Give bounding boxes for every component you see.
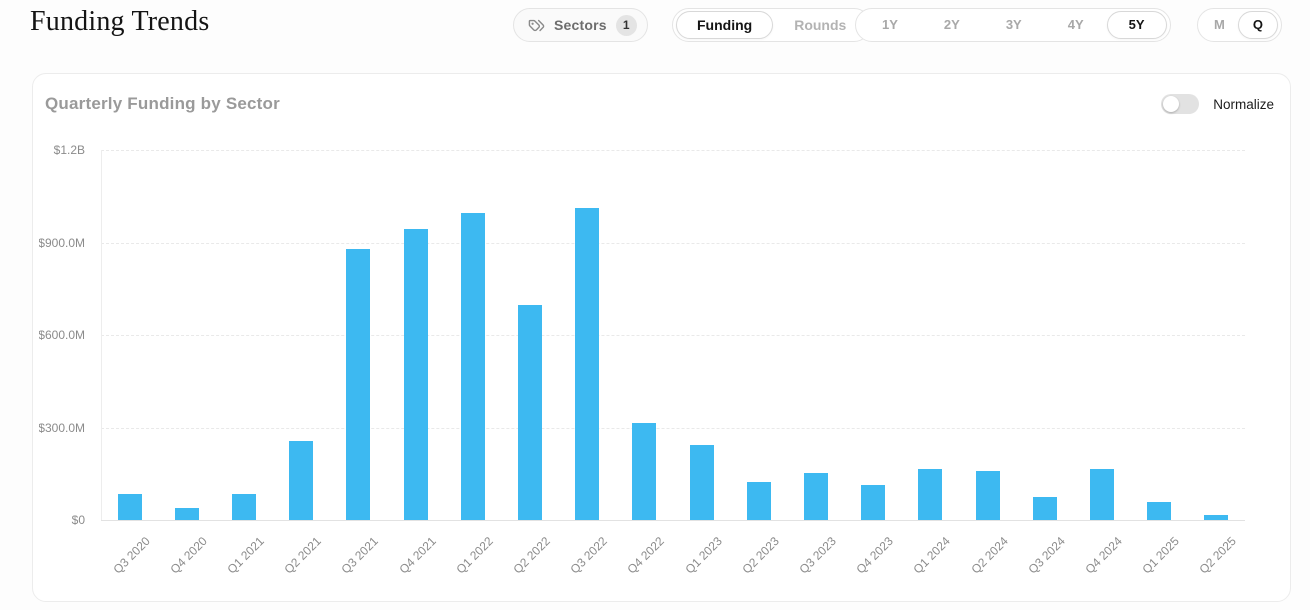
x-tick-label: Q1 2022 [453,534,496,577]
x-tick-label: Q1 2021 [224,534,267,577]
bar-q3-2022 [575,207,600,520]
gridline [101,335,1245,336]
chart-title: Quarterly Funding by Sector [45,94,280,113]
y-tick-label: $900.0M [39,235,85,250]
x-tick-label: Q1 2023 [682,534,725,577]
x-tick-label: Q1 2025 [1139,534,1183,577]
bar-q2-2024 [975,470,1000,520]
bar-q4-2020 [174,508,199,520]
normalize-toggle[interactable] [1161,94,1200,114]
y-tick-label: $0 [71,513,85,527]
range-option-1y[interactable]: 1Y [882,17,898,32]
bar-q3-2020 [117,494,142,520]
x-tick-label: Q4 2021 [396,534,439,577]
x-tick-label: Q2 2021 [281,534,325,577]
x-tick-label: Q3 2022 [567,534,611,577]
y-tick-label: $300.0M [39,420,85,435]
bar-q3-2021 [346,248,371,520]
bar-q2-2025 [1204,515,1229,520]
bar-q3-2023 [804,473,828,520]
range-option-3y[interactable]: 3Y [1005,17,1022,32]
y-axis-line [101,150,102,520]
view-toggle-group: Funding Rounds [672,8,872,42]
gridline [101,427,1245,429]
sectors-button-label: Sectors [554,17,607,33]
bar-q1-2022 [460,213,485,520]
x-tick-label: Q1 2024 [910,534,954,577]
x-tick-label: Q2 2025 [1196,534,1240,577]
bar-q2-2022 [518,305,542,520]
gridline [101,150,1245,151]
x-tick-label: Q4 2020 [167,534,210,577]
bar-q1-2024 [918,469,943,520]
bar-q2-2023 [746,482,771,520]
range-option-5y[interactable]: 5Y [1106,11,1167,39]
bar-q1-2025 [1147,501,1172,520]
bar-q4-2021 [403,228,428,520]
quarterly-funding-card: Quarterly Funding by Sector Normalize $0… [32,73,1291,602]
normalize-control: Normalize [1161,94,1274,114]
y-tick-label: $1.2B [53,143,85,157]
quarterly-funding-chart: $0 $300.0M $600.0M $900.0M $1.2B Q3 2020 Q4 20… [33,74,1290,601]
x-tick-label: Q4 2024 [1082,534,1125,577]
gridline [101,242,1245,244]
bar-q4-2024 [1090,469,1114,520]
granularity-option-m[interactable]: M [1214,17,1225,32]
granularity-option-q[interactable]: Q [1237,11,1278,39]
x-tick-label: Q3 2020 [110,534,153,577]
sectors-count-badge: 1 [615,14,637,36]
view-option-funding[interactable]: Funding [676,11,774,39]
bar-q1-2023 [689,445,714,520]
range-option-2y[interactable]: 2Y [943,17,960,32]
x-tick-label: Q2 2023 [739,534,782,577]
range-option-4y[interactable]: 4Y [1067,17,1084,32]
view-option-rounds[interactable]: Rounds [794,17,847,33]
time-range-selector: 1Y 2Y 3Y 4Y 5Y [855,8,1171,42]
x-tick-label: Q4 2023 [853,534,897,577]
bar-q1-2021 [232,493,256,520]
x-tick-label: Q3 2023 [796,534,839,577]
page-title: Funding Trends [30,6,210,37]
normalize-label: Normalize [1213,96,1274,112]
sectors-filter-button[interactable]: Sectors 1 [513,8,648,42]
bar-q4-2023 [861,484,886,520]
x-tick-label: Q4 2022 [624,534,668,577]
toggle-knob [1163,96,1180,112]
x-tick-label: Q3 2024 [1025,534,1068,577]
x-axis-line [101,520,1245,521]
x-tick-label: Q2 2024 [968,534,1011,577]
bar-q3-2024 [1032,497,1057,520]
tags-icon [528,17,545,34]
x-tick-label: Q2 2022 [510,534,553,577]
y-tick-label: $600.0M [39,328,85,342]
bar-q2-2021 [289,441,314,520]
x-tick-label: Q3 2021 [338,534,382,577]
bar-q4-2022 [632,422,657,520]
